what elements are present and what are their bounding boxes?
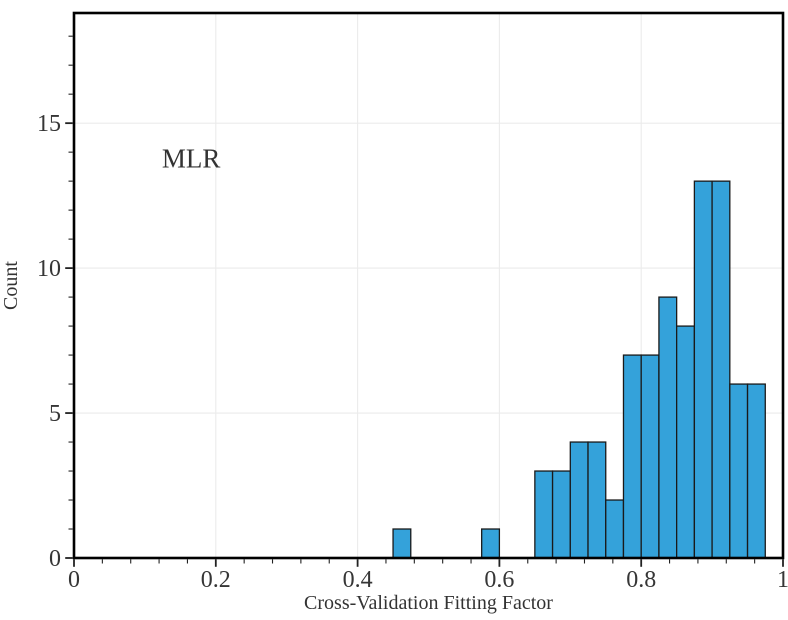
histogram-bar [587,441,607,559]
gridlines [74,13,783,558]
histogram-bar [622,354,642,559]
histogram-bar [746,383,766,559]
x-tick-label: 0.6 [484,567,514,593]
x-tick-label: 0.4 [343,567,373,593]
plot-border [72,11,785,560]
histogram-bar [551,470,571,559]
x-axis-title: Cross-Validation Fitting Factor [304,592,553,614]
histogram-bar [711,180,731,559]
histogram-bar [640,354,660,559]
annotation-mlr: MLR [162,143,221,173]
x-tick-label: 1 [777,567,788,593]
histogram-bar [569,441,589,559]
y-tick-label: 5 [49,401,61,427]
y-tick-label: 0 [49,546,61,572]
histogram-bars [392,180,766,559]
histogram-bar [676,325,696,559]
histogram-bar [729,383,749,559]
y-axis-title: Count [0,261,22,310]
y-tick-label: 10 [37,256,61,282]
histogram-bar [481,528,501,559]
histogram-bar [658,296,678,559]
y-tick-label: 15 [37,111,61,137]
y-tick-labels: 0 5 10 15 [37,111,61,572]
x-tick-label: 0 [68,567,80,593]
axis-ticks [65,35,784,567]
histogram-bar [534,470,554,559]
histogram-bar [605,499,625,559]
x-tick-label: 0.2 [201,567,231,593]
x-tick-label: 0.8 [626,567,656,593]
histogram-bar [693,180,713,559]
x-tick-labels: 0 0.2 0.4 0.6 0.8 1 [68,567,788,593]
histogram-bar [392,528,412,559]
